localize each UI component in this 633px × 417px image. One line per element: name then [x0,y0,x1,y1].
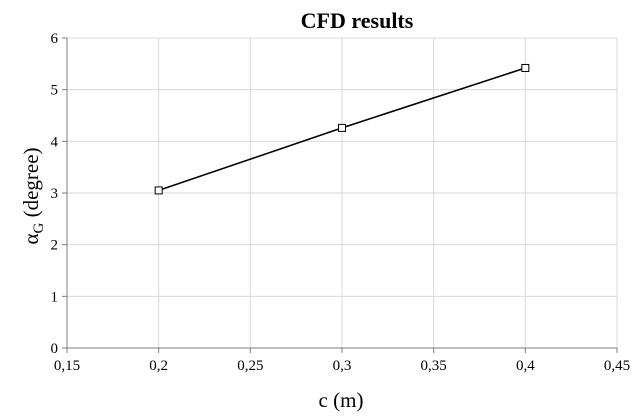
data-point [521,63,530,72]
x-tick-label: 0,2 [149,358,168,374]
y-tick-label: 5 [51,83,59,99]
x-tick-label: 0,45 [604,358,630,374]
y-tick-label: 2 [51,238,59,254]
series-layer [154,63,530,195]
y-tick-label: 0 [51,341,59,357]
grid [67,37,618,348]
x-tick-label: 0,15 [54,358,80,374]
y-tick-label: 6 [51,31,59,47]
tick-labels: 0 1 2 3 4 5 6 0,15 0,2 0,25 0,3 0,35 0,4 0,45 [51,31,631,374]
y-axis-label-unit: (degree) [19,147,43,222]
y-tick-label: 3 [51,186,59,202]
y-axis-label-symbol: α [19,234,43,245]
axes [62,37,618,353]
data-point [154,186,163,195]
x-tick-label: 0,35 [421,358,447,374]
x-axis-label: c (m) [319,388,364,412]
y-tick-label: 1 [51,289,59,305]
x-tick-label: 0,3 [333,358,352,374]
x-tick-label: 0,25 [237,358,263,374]
y-axis-label: αG (degree) [19,147,47,244]
y-axis-label-subscript: G [31,223,47,234]
x-tick-label: 0,4 [516,358,535,374]
data-point [338,123,346,132]
y-tick-label: 4 [51,134,59,150]
chart-title: CFD results [301,8,414,33]
